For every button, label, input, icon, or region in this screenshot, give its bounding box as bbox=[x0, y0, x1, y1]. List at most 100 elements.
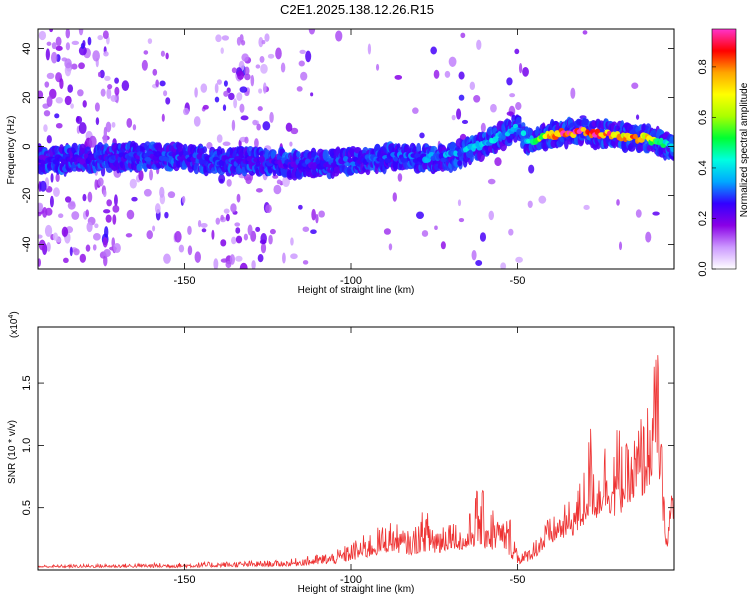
noise-blob bbox=[265, 204, 272, 213]
noise-blob bbox=[457, 199, 462, 207]
noise-blob bbox=[262, 82, 267, 94]
noise-blob bbox=[433, 69, 440, 79]
noise-blob bbox=[221, 35, 230, 41]
noise-blob bbox=[67, 84, 74, 93]
noise-blob bbox=[88, 135, 97, 148]
noise-blob bbox=[59, 78, 64, 90]
noise-blob bbox=[61, 226, 69, 238]
noise-blob bbox=[159, 186, 165, 198]
noise-blob bbox=[104, 75, 111, 82]
noise-blob bbox=[236, 193, 241, 203]
colorbar-label: Normalized spectral amplitude bbox=[739, 82, 750, 217]
noise-blob bbox=[487, 178, 496, 185]
noise-blob bbox=[112, 214, 117, 225]
noise-blob bbox=[236, 70, 245, 80]
noise-blob bbox=[244, 136, 249, 144]
noise-blob bbox=[58, 213, 64, 219]
noise-blob bbox=[233, 98, 238, 109]
noise-blob bbox=[273, 184, 282, 195]
noise-blob bbox=[258, 88, 263, 94]
noise-blob bbox=[149, 169, 153, 181]
noise-blob bbox=[515, 102, 522, 111]
noise-blob bbox=[85, 209, 90, 218]
noise-blob bbox=[103, 189, 107, 198]
noise-blob bbox=[262, 121, 271, 131]
noise-blob bbox=[231, 236, 237, 245]
noise-blob bbox=[280, 62, 286, 73]
noise-blob bbox=[54, 113, 60, 119]
noise-blob bbox=[193, 116, 201, 127]
noise-blob bbox=[114, 77, 119, 84]
noise-blob bbox=[259, 239, 267, 245]
ridge-core bbox=[253, 157, 259, 163]
noise-blob bbox=[231, 119, 236, 132]
ridge-core bbox=[144, 157, 152, 162]
snr-y-label: SNR (10 * v/v) bbox=[7, 420, 18, 484]
noise-blob bbox=[506, 111, 514, 116]
ridge-core bbox=[670, 145, 674, 153]
noise-blob bbox=[200, 83, 208, 93]
noise-blob bbox=[94, 179, 98, 191]
x-tick-label: -50 bbox=[510, 574, 526, 586]
noise-blob bbox=[367, 43, 372, 55]
noise-blob bbox=[105, 121, 112, 133]
noise-blob bbox=[268, 234, 273, 245]
spectrogram-y-label: Frequency (Hz) bbox=[6, 116, 17, 185]
colorbar-ticks: 0.0 0.2 0.4 0.6 0.8 bbox=[697, 59, 716, 277]
noise-blob bbox=[473, 95, 481, 103]
noise-blob bbox=[103, 254, 108, 267]
noise-blob bbox=[155, 79, 159, 88]
noise-blob bbox=[194, 251, 201, 263]
noise-blob bbox=[64, 58, 72, 69]
noise-blob bbox=[582, 30, 588, 35]
noise-blob bbox=[38, 30, 47, 41]
noise-blob bbox=[444, 70, 451, 78]
noise-blob bbox=[103, 249, 111, 258]
noise-blob bbox=[506, 77, 513, 86]
noise-blob bbox=[570, 87, 576, 99]
ridge-halo bbox=[296, 151, 301, 158]
noise-blob bbox=[631, 82, 639, 89]
noise-blob bbox=[38, 239, 46, 251]
noise-blob bbox=[160, 50, 165, 57]
noise-blob bbox=[82, 100, 87, 108]
noise-blob bbox=[113, 242, 121, 254]
noise-blob bbox=[95, 117, 100, 126]
noise-blob bbox=[46, 96, 53, 107]
noise-blob bbox=[220, 47, 224, 54]
colorbar-tick-label: 0.0 bbox=[697, 261, 709, 276]
y-tick-label: 20 bbox=[21, 91, 33, 103]
noise-blob bbox=[187, 225, 192, 236]
noise-blob bbox=[469, 81, 476, 91]
noise-blob bbox=[38, 234, 43, 239]
noise-blob bbox=[267, 53, 275, 59]
x-tick-label: -50 bbox=[510, 275, 526, 287]
noise-blob bbox=[310, 229, 317, 235]
noise-blob bbox=[264, 33, 270, 42]
noise-blob bbox=[225, 213, 230, 222]
noise-blob bbox=[174, 231, 182, 243]
ridge-halo bbox=[79, 143, 87, 153]
noise-blob bbox=[46, 41, 52, 46]
noise-blob bbox=[269, 111, 274, 124]
noise-blob bbox=[490, 103, 497, 113]
ridge-core bbox=[81, 158, 87, 164]
noise-blob bbox=[200, 223, 208, 228]
noise-blob bbox=[223, 90, 229, 97]
noise-blob bbox=[161, 113, 165, 122]
noise-blob bbox=[103, 51, 109, 57]
noise-blob bbox=[75, 115, 83, 124]
noise-blob bbox=[318, 210, 325, 218]
snr-x-axis: -150 -100 -50 bbox=[173, 327, 525, 586]
ridge-core bbox=[475, 140, 480, 148]
noise-blob bbox=[235, 235, 243, 244]
noise-blob bbox=[77, 89, 84, 97]
noise-blob bbox=[260, 242, 267, 254]
spectrogram-y-axis: -40 -20 0 20 40 bbox=[21, 42, 674, 252]
noise-blob bbox=[43, 124, 48, 133]
ridge-core bbox=[520, 130, 527, 137]
noise-blob bbox=[522, 67, 529, 77]
y-tick-label: 0.5 bbox=[21, 500, 33, 515]
noise-blob bbox=[114, 86, 120, 96]
noise-blob bbox=[226, 178, 232, 187]
